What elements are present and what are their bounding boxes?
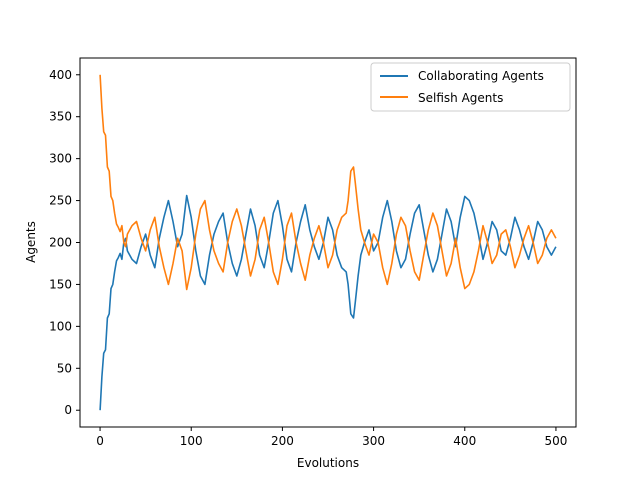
x-tick-label: 100 bbox=[180, 434, 203, 448]
x-tick-label: 300 bbox=[362, 434, 385, 448]
y-axis-label: Agents bbox=[24, 221, 38, 263]
x-tick-label: 400 bbox=[453, 434, 476, 448]
legend: Collaborating Agents Selfish Agents bbox=[370, 62, 571, 112]
y-tick-label: 350 bbox=[49, 110, 72, 124]
x-axis-ticks: 0 100 200 300 400 500 bbox=[96, 427, 567, 448]
y-tick-label: 300 bbox=[49, 152, 72, 166]
y-tick-label: 250 bbox=[49, 194, 72, 208]
series-line-selfish bbox=[99, 74, 557, 291]
y-tick-label: 150 bbox=[49, 277, 72, 291]
x-tick-label: 200 bbox=[271, 434, 294, 448]
y-tick-label: 400 bbox=[49, 68, 72, 82]
y-tick-label: 200 bbox=[49, 236, 72, 250]
x-tick-label: 500 bbox=[544, 434, 567, 448]
x-tick-label: 0 bbox=[96, 434, 104, 448]
y-tick-label: 100 bbox=[49, 319, 72, 333]
plot-lines bbox=[99, 74, 557, 411]
y-tick-label: 50 bbox=[57, 361, 72, 375]
y-tick-label: 0 bbox=[64, 403, 72, 417]
y-axis-ticks: 0 50 100 150 200 250 300 350 400 bbox=[49, 68, 80, 417]
legend-box bbox=[370, 62, 571, 112]
series-line-collaborating bbox=[99, 194, 557, 411]
legend-label-collaborating: Collaborating Agents bbox=[418, 69, 544, 83]
x-axis-label: Evolutions bbox=[297, 456, 359, 470]
legend-label-selfish: Selfish Agents bbox=[418, 91, 503, 105]
